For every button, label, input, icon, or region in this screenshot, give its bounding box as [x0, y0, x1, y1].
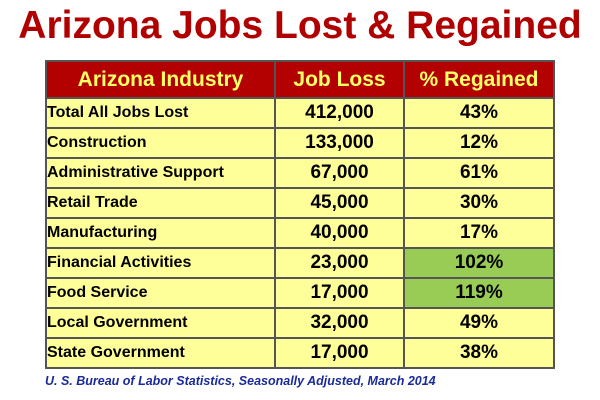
- job-loss-cell: 412,000: [274, 97, 405, 129]
- header-percent-regained: % Regained: [403, 60, 555, 99]
- industry-cell: Financial Activities: [45, 247, 276, 279]
- regained-cell: 12%: [403, 127, 555, 159]
- table-row: Local Government 32,000 49%: [45, 307, 555, 339]
- table-header-row: Arizona Industry Job Loss % Regained: [45, 60, 555, 99]
- table-row: Construction 133,000 12%: [45, 127, 555, 159]
- industry-cell: Construction: [45, 127, 276, 159]
- regained-cell: 43%: [403, 97, 555, 129]
- jobs-table: Arizona Industry Job Loss % Regained Tot…: [45, 60, 555, 369]
- header-industry: Arizona Industry: [45, 60, 276, 99]
- job-loss-cell: 45,000: [274, 187, 405, 219]
- table-row: Manufacturing 40,000 17%: [45, 217, 555, 249]
- job-loss-cell: 67,000: [274, 157, 405, 189]
- slide-title: Arizona Jobs Lost & Regained: [18, 4, 582, 47]
- table-row: Total All Jobs Lost 412,000 43%: [45, 97, 555, 129]
- regained-cell: 30%: [403, 187, 555, 219]
- industry-cell: Retail Trade: [45, 187, 276, 219]
- table-row: Food Service 17,000 119%: [45, 277, 555, 309]
- regained-cell: 102%: [403, 247, 555, 279]
- table-row: Financial Activities 23,000 102%: [45, 247, 555, 279]
- industry-cell: State Government: [45, 337, 276, 369]
- job-loss-cell: 17,000: [274, 277, 405, 309]
- job-loss-cell: 17,000: [274, 337, 405, 369]
- industry-cell: Food Service: [45, 277, 276, 309]
- table-row: Administrative Support 67,000 61%: [45, 157, 555, 189]
- job-loss-cell: 133,000: [274, 127, 405, 159]
- regained-cell: 61%: [403, 157, 555, 189]
- regained-cell: 17%: [403, 217, 555, 249]
- regained-cell: 38%: [403, 337, 555, 369]
- industry-cell: Administrative Support: [45, 157, 276, 189]
- source-note: U. S. Bureau of Labor Statistics, Season…: [45, 374, 436, 388]
- industry-cell: Manufacturing: [45, 217, 276, 249]
- job-loss-cell: 32,000: [274, 307, 405, 339]
- industry-cell: Local Government: [45, 307, 276, 339]
- regained-cell: 119%: [403, 277, 555, 309]
- table-row: State Government 17,000 38%: [45, 337, 555, 369]
- job-loss-cell: 23,000: [274, 247, 405, 279]
- table-row: Retail Trade 45,000 30%: [45, 187, 555, 219]
- industry-cell: Total All Jobs Lost: [45, 97, 276, 129]
- job-loss-cell: 40,000: [274, 217, 405, 249]
- header-job-loss: Job Loss: [274, 60, 405, 99]
- regained-cell: 49%: [403, 307, 555, 339]
